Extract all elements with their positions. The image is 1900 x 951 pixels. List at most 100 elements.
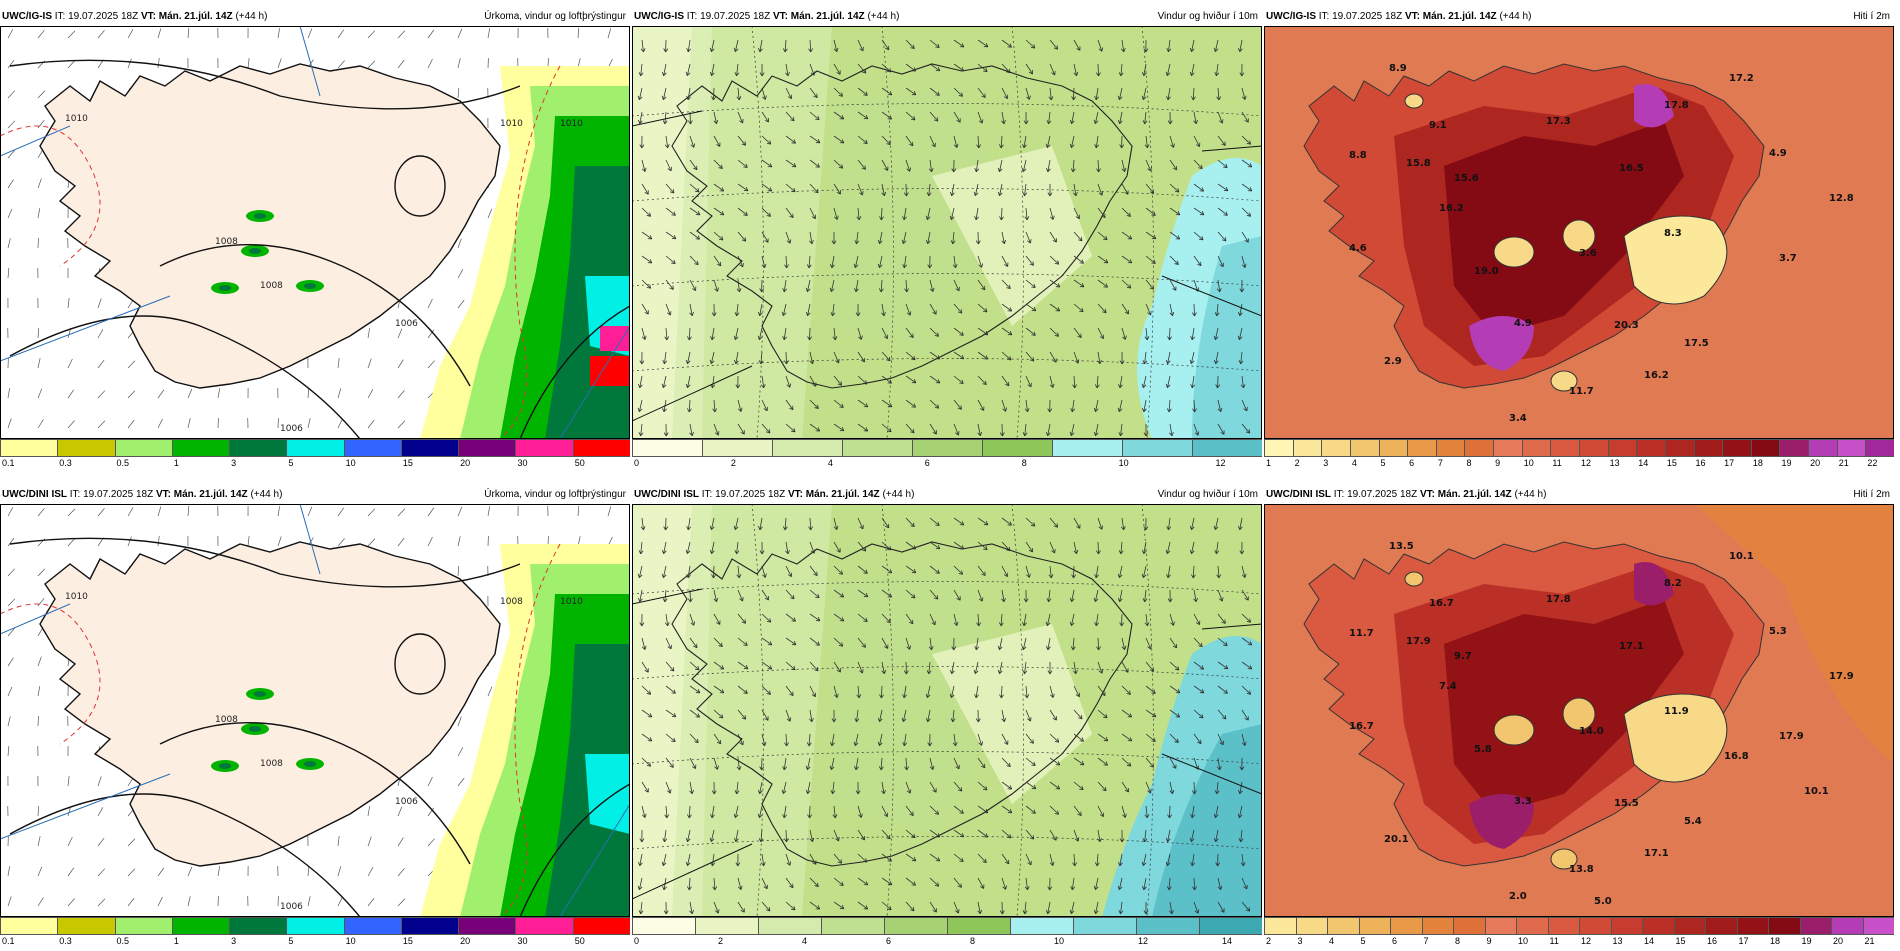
vt-label: VT: [773, 11, 788, 22]
legend-swatch [1052, 439, 1123, 457]
temperature-value: 17.9 [1406, 636, 1431, 647]
legend-label: 3 [1298, 936, 1303, 946]
legend-swatch [1073, 917, 1137, 935]
legend-swatch [1264, 917, 1297, 935]
legend-swatch [982, 439, 1053, 457]
legend-label: 12 [1581, 936, 1591, 946]
legend-swatch [286, 439, 344, 457]
legend-swatch [115, 439, 173, 457]
legend-swatch [1192, 439, 1262, 457]
map-area [632, 504, 1262, 917]
isobar-label: 1006 [280, 424, 303, 434]
legend-label: 6 [1392, 936, 1397, 946]
legend-label: 18 [1770, 936, 1780, 946]
isobar-label: 1010 [65, 592, 88, 602]
temperature-value: 17.9 [1829, 671, 1854, 682]
legend-label: 17 [1739, 936, 1749, 946]
legend-swatch [1293, 439, 1323, 457]
legend-label: 4 [802, 936, 807, 946]
legend-label: 13 [1613, 936, 1623, 946]
legend-swatch [1407, 439, 1437, 457]
legend-label: 3 [231, 936, 236, 946]
temperature-value: 5.8 [1474, 744, 1492, 755]
legend-swatch [1485, 917, 1518, 935]
legend-label: 0.1 [2, 936, 15, 946]
legend-label: 21 [1865, 936, 1875, 946]
panel-title: Hiti í 2m [1853, 486, 1890, 504]
legend-label: 30 [517, 936, 527, 946]
panel-header: UWC/DINI ISL IT: 19.07.2025 18Z VT: Mán.… [1264, 486, 1894, 504]
temperature-value: 4.9 [1769, 148, 1787, 159]
model-name: UWC/IG-IS [1266, 11, 1316, 22]
legend-label: 5 [288, 458, 293, 468]
legend-swatch [401, 439, 459, 457]
isobar-label: 1010 [560, 597, 583, 607]
legend-swatch [1010, 917, 1074, 935]
legend-swatch [458, 439, 516, 457]
isobar-label: 1008 [260, 281, 283, 291]
legend-label: 15 [403, 936, 413, 946]
legend-label: 20 [460, 936, 470, 946]
it-label: IT: [687, 11, 698, 22]
legend-swatch [1350, 439, 1380, 457]
vt-value: Mán. 21.júl. 14Z [806, 489, 880, 500]
it-label: IT: [702, 489, 713, 500]
legend-label: 13 [1610, 458, 1620, 468]
legend-swatch [115, 917, 173, 935]
temperature-value: 3.6 [1579, 248, 1597, 259]
legend-label: 20 [1833, 936, 1843, 946]
legend-label: 21 [1839, 458, 1849, 468]
legend-swatch [1548, 917, 1581, 935]
legend-label: 8 [1022, 458, 1027, 468]
vt-value: Mán. 21.júl. 14Z [159, 11, 233, 22]
legend-swatch [1737, 917, 1770, 935]
lead-time: (+44 h) [1499, 11, 1531, 22]
legend-swatch [1493, 439, 1523, 457]
isobar-label: 1006 [280, 902, 303, 912]
legend-swatch [1865, 439, 1894, 457]
legend-label: 11 [1552, 458, 1561, 468]
legend-label: 50 [575, 936, 585, 946]
map-panel-temp: UWC/DINI ISL IT: 19.07.2025 18Z VT: Mán.… [1264, 486, 1894, 951]
legend-swatch [1608, 439, 1638, 457]
panel-run-info: UWC/DINI ISL IT: 19.07.2025 18Z VT: Mán.… [634, 486, 914, 504]
map-panel-wind: UWC/DINI ISL IT: 19.07.2025 18Z VT: Mán.… [632, 486, 1262, 951]
legend-label: 16 [1707, 936, 1717, 946]
legend-swatch [286, 917, 344, 935]
legend-label: 30 [517, 458, 527, 468]
panel-run-info: UWC/DINI ISL IT: 19.07.2025 18Z VT: Mán.… [1266, 486, 1546, 504]
temperature-value: 20.1 [1384, 834, 1409, 845]
legend-swatch [1705, 917, 1738, 935]
lead-time: (+44 h) [867, 11, 899, 22]
legend-label: 10 [346, 458, 356, 468]
legend-label: 17 [1724, 458, 1734, 468]
legend-swatch [1751, 439, 1781, 457]
legend-swatch [1579, 439, 1609, 457]
temperature-value: 5.4 [1684, 816, 1702, 827]
legend-swatch [1837, 439, 1867, 457]
temperature-value: 8.2 [1664, 578, 1682, 589]
legend-label: 6 [1409, 458, 1414, 468]
legend-swatch [1390, 917, 1423, 935]
legend-swatch [1522, 439, 1552, 457]
legend-label: 0.1 [2, 458, 15, 468]
legend-swatch [172, 439, 230, 457]
legend-swatch [57, 917, 115, 935]
legend-swatch [1863, 917, 1895, 935]
it-label: IT: [1334, 489, 1345, 500]
map-panel-precip: UWC/DINI ISL IT: 19.07.2025 18Z VT: Mán.… [0, 486, 630, 951]
legend-swatch [1674, 917, 1707, 935]
legend-swatch [842, 439, 913, 457]
legend-swatch [515, 439, 573, 457]
legend-swatch [1579, 917, 1612, 935]
map-panel-temp: UWC/IG-IS IT: 19.07.2025 18Z VT: Mán. 21… [1264, 8, 1894, 473]
temperature-value: 4.9 [1514, 318, 1532, 329]
temperature-value: 11.9 [1664, 706, 1689, 717]
it-value: 19.07.2025 18Z [1347, 489, 1417, 500]
temperature-value: 13.5 [1389, 541, 1414, 552]
